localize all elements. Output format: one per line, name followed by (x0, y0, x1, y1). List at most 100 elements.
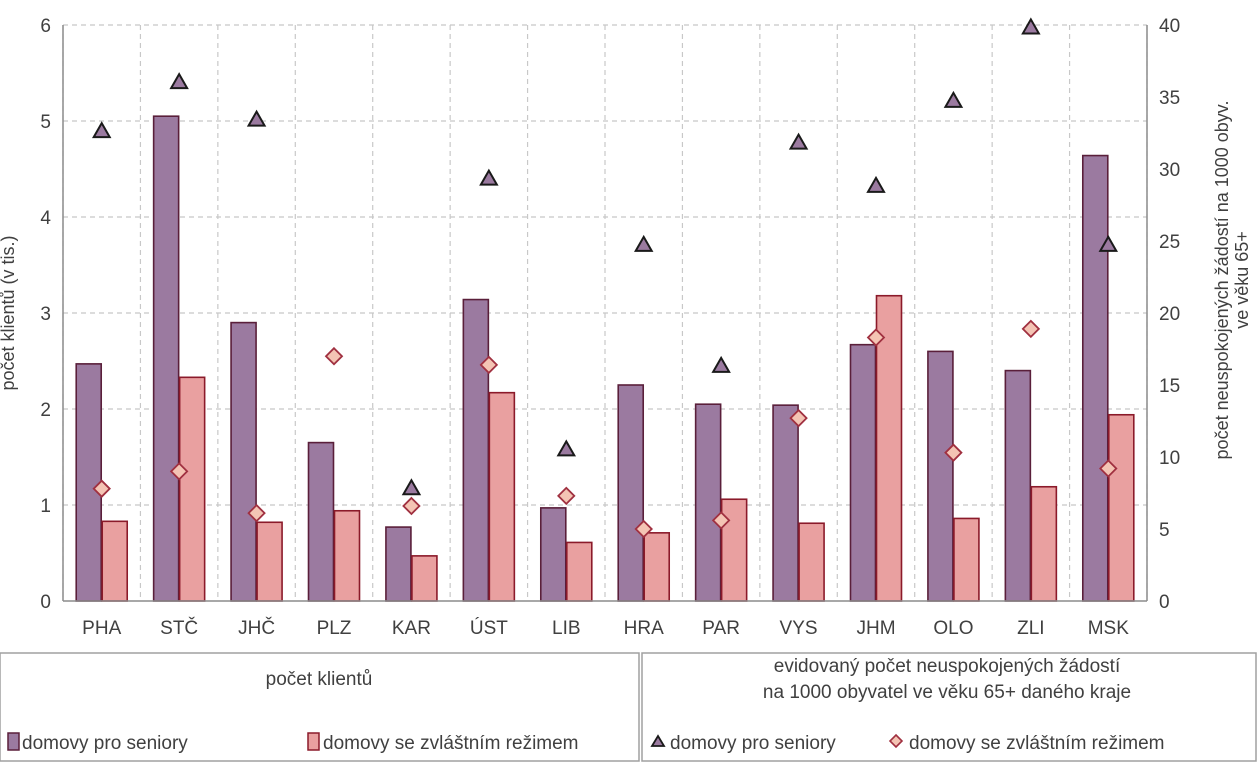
x-tick-label-OLO: OLO (933, 618, 973, 639)
bar-special-PLZ (333, 509, 361, 602)
axes (62, 25, 1148, 602)
bar-seniors-JHČ (230, 321, 257, 602)
legend-right-item-1: domovy pro seniory (670, 733, 836, 754)
x-tick-label-MSK: MSK (1088, 618, 1130, 639)
bar-special-OLO (953, 517, 980, 602)
bar-special-ZLI (1030, 485, 1058, 602)
y-left-tick-label: 4 (40, 208, 51, 229)
marker-triangle-HRA (633, 234, 654, 252)
tick-labels: 0 1 2 3 4 5 6 0 5 10 15 20 25 30 35 40 PHA STČ JHČ PLZ KAR ÚS… (40, 16, 1180, 639)
y-right-tick-label: 25 (1159, 232, 1180, 253)
marker-diamond-KAR (402, 496, 421, 516)
legend-right-box (641, 652, 1257, 762)
bar-special-JHM (875, 294, 903, 602)
legend-right-header-line1: evidovaný počet neuspokojených žádostí (774, 656, 1121, 677)
y-axis-right-title-line1: počet neuspokojených žádostí na 1000 oby… (1212, 101, 1232, 460)
x-tick-label-PHA: PHA (82, 618, 121, 639)
legend-left-item-1: domovy pro seniory (22, 733, 188, 754)
y-left-tick-label: 3 (40, 304, 51, 325)
bar-special-KAR (411, 555, 438, 602)
bar-special-VYS (798, 522, 825, 602)
bar-special-LIB (565, 541, 593, 602)
legend-right-item-2: domovy se zvláštním režimem (909, 733, 1165, 754)
legend-left-header: počet klientů (266, 669, 373, 690)
marker-triangle-STČ (169, 72, 189, 90)
marker-diamond-PLZ (324, 346, 344, 366)
legend: počet klientů evidovaný počet neuspokoje… (0, 652, 1257, 762)
marker-triangle-JHČ (246, 109, 267, 127)
legend-triangle-icon (650, 734, 666, 747)
x-tick-label-JHČ: JHČ (238, 617, 275, 639)
bar-seniors-ZLI (1004, 369, 1032, 602)
marker-diamond-VYS (789, 408, 808, 428)
marker-diamond-JHČ (247, 503, 266, 523)
marker-diamond-MSK (1099, 459, 1118, 478)
x-tick-label-PAR: PAR (702, 618, 740, 639)
markers (91, 17, 1119, 539)
bar-seniors-MSK (1081, 154, 1109, 602)
bar-seniors-OLO (927, 350, 954, 602)
marker-triangle-ÚST (479, 168, 499, 186)
legend-left-item-2: domovy se zvláštním režimem (323, 733, 579, 754)
bar-seniors-STČ (152, 115, 180, 602)
bar-special-ÚST (488, 391, 516, 602)
x-tick-label-LIB: LIB (552, 618, 581, 639)
x-tick-label-HRA: HRA (624, 618, 664, 639)
marker-diamond-HRA (634, 519, 653, 539)
bar-special-STČ (178, 376, 206, 602)
marker-triangle-KAR (401, 478, 422, 496)
y-left-tick-label: 2 (40, 400, 51, 421)
marker-triangle-LIB (556, 439, 577, 457)
marker-diamond-PAR (711, 511, 731, 530)
y-left-tick-label: 6 (40, 16, 51, 37)
marker-triangle-JHM (866, 175, 886, 193)
bar-seniors-HRA (617, 384, 645, 602)
legend-swatch-bar-seniors (7, 732, 20, 751)
bars (75, 115, 1135, 602)
marker-diamond-PHA (92, 479, 111, 498)
y-right-tick-label: 0 (1159, 592, 1170, 613)
y-left-tick-label: 0 (40, 592, 51, 613)
bar-seniors-PAR (694, 403, 722, 602)
bar-special-HRA (643, 532, 671, 602)
legend-swatch-bar-special (307, 732, 320, 751)
marker-triangle-PAR (711, 355, 731, 373)
y-right-tick-label: 5 (1159, 520, 1170, 541)
y-axis-right-title-line2: ve věku 65+ (1232, 231, 1252, 329)
bar-seniors-ÚST (462, 298, 490, 602)
marker-diamond-ZLI (1021, 319, 1041, 339)
gridlines (62, 24, 1148, 601)
marker-diamond-STČ (169, 462, 189, 481)
y-left-tick-label: 1 (40, 496, 51, 517)
bar-seniors-VYS (772, 404, 799, 602)
marker-triangle-VYS (788, 132, 809, 150)
x-tick-label-KAR: KAR (392, 618, 431, 639)
x-tick-label-ZLI: ZLI (1017, 618, 1044, 639)
y-right-tick-label: 10 (1159, 448, 1180, 469)
x-tick-label-VYS: VYS (780, 618, 818, 639)
bar-special-JHČ (256, 521, 283, 602)
legend-right-header-line2: na 1000 obyvatel ve věku 65+ daného kraj… (763, 682, 1131, 703)
y-right-tick-label: 15 (1159, 376, 1180, 397)
y-right-tick-label: 30 (1159, 160, 1180, 181)
bar-special-PAR (720, 498, 748, 602)
y-left-tick-label: 5 (40, 112, 51, 133)
x-tick-label-STČ: STČ (160, 617, 198, 639)
bar-seniors-LIB (539, 507, 567, 602)
bar-special-MSK (1107, 413, 1135, 602)
bar-seniors-JHM (849, 343, 877, 602)
y-right-tick-label: 20 (1159, 304, 1180, 325)
bar-seniors-PHA (75, 363, 103, 602)
y-right-tick-label: 40 (1159, 16, 1180, 37)
marker-diamond-LIB (557, 486, 576, 506)
bar-seniors-PLZ (307, 441, 335, 602)
marker-triangle-PHA (91, 121, 112, 139)
marker-triangle-ZLI (1021, 17, 1041, 35)
x-tick-label-ÚST: ÚST (470, 617, 508, 639)
legend-diamond-icon (888, 733, 904, 749)
x-tick-label-PLZ: PLZ (317, 618, 352, 639)
bar-special-PHA (101, 520, 129, 602)
marker-triangle-OLO (943, 90, 964, 108)
marker-triangle-MSK (1098, 234, 1119, 252)
